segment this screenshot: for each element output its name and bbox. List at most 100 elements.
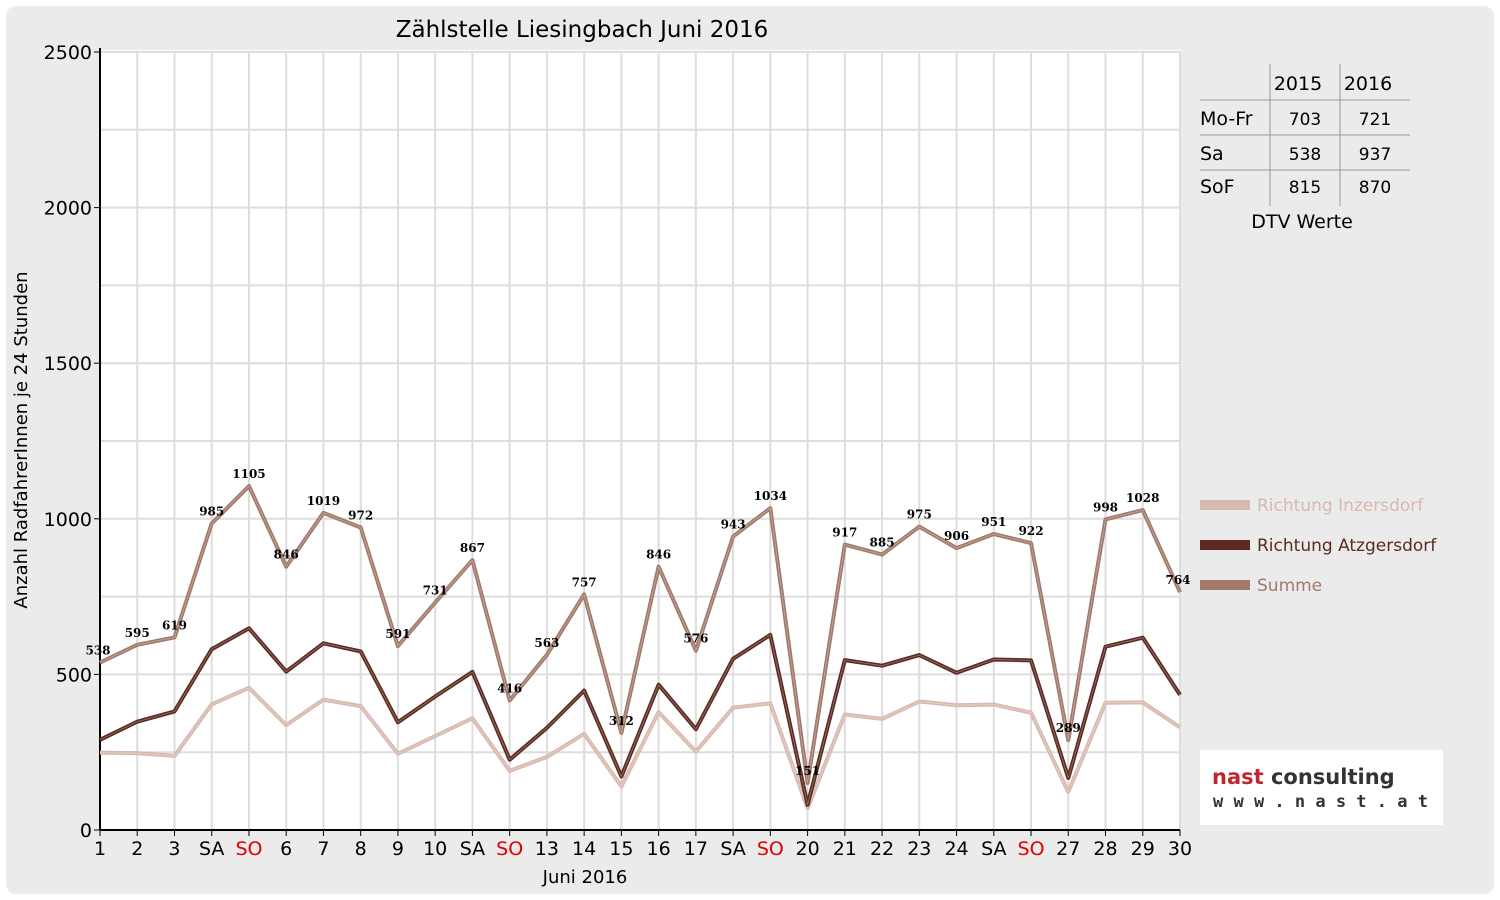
series-line [99,484,1182,785]
x-tick-label: SA [981,838,1006,860]
y-tick-labels: 0 500 1000 1500 2000 2500 [44,42,92,842]
table-cell: 870 [1359,178,1391,198]
x-tick-label: 27 [1056,838,1080,860]
legend-swatch [1200,500,1250,510]
table-cell: 721 [1359,110,1391,130]
table-caption: DTV Werte [1251,211,1353,233]
y-axis-label: Anzahl RadfahrerInnen je 24 Stunden [11,271,32,608]
table-row-label: SoF [1200,176,1235,198]
legend-label: Richtung Atzgersdorf [1257,536,1437,556]
table-cell: 538 [1289,145,1321,165]
y-tick-label: 1000 [44,509,92,531]
y-tick-label: 500 [56,664,92,686]
table-header-2015: 2015 [1274,73,1322,95]
data-label: 619 [162,618,187,632]
x-tick-label: 23 [907,838,931,860]
table-cell: 703 [1289,110,1321,130]
series-line [99,685,1182,811]
x-tick-label: SA [720,838,745,860]
x-tick-label: 15 [609,838,633,860]
x-tick-label: 30 [1168,838,1192,860]
data-label: 312 [609,714,634,728]
y-tick-label: 1500 [44,353,92,375]
logo-name-part2: consulting [1264,765,1395,789]
legend-swatch [1200,580,1250,590]
legend-label: Summe [1257,576,1322,596]
x-tick-label: SO [1018,838,1045,860]
data-label: 289 [1056,721,1081,735]
x-tick-label: 10 [423,838,447,860]
x-tick-label: 17 [684,838,708,860]
x-tick-label: 3 [168,838,180,860]
data-label: 906 [944,529,969,543]
data-label: 757 [572,575,597,589]
logo: nast consulting w w w . n a s t . a t [1200,750,1443,825]
data-label: 1105 [232,467,265,481]
table-row-label: Sa [1200,143,1224,165]
x-tick-label: SO [757,838,784,860]
data-label: 975 [907,508,932,522]
data-label: 151 [795,764,820,778]
data-label: 538 [85,644,110,658]
x-tick-label: 6 [280,838,292,860]
x-tick-label: SO [496,838,523,860]
x-tick-label: 16 [647,838,671,860]
x-tick-label: SA [460,838,485,860]
table-header-2016: 2016 [1344,73,1392,95]
y-tick-label: 2000 [44,198,92,220]
data-label: 595 [125,626,150,640]
x-tick-label: 8 [355,838,367,860]
data-label: 951 [981,515,1006,529]
table-cell: 815 [1289,178,1321,198]
x-tick-label: 28 [1093,838,1117,860]
axes [94,48,1181,836]
logo-name: nast consulting [1212,765,1395,789]
x-tick-label: 21 [833,838,857,860]
data-label: 846 [646,548,671,562]
legend-swatch [1200,540,1250,550]
data-label: 731 [423,584,448,598]
grid-lines [99,51,1181,831]
table-row-label: Mo-Fr [1200,108,1253,130]
data-label: 922 [1019,524,1044,538]
data-label: 1034 [754,489,787,503]
x-tick-labels: 1 2 3 SA SO 6 7 8 9 10 SA SO 13 14 15 16 17 SA SO 20 21 22 23 2… [94,838,1192,860]
data-label: 972 [348,509,373,523]
chart-title: Zählstelle Liesingbach Juni 2016 [396,17,769,43]
x-tick-label: 13 [535,838,559,860]
x-tick-label: 22 [870,838,894,860]
table-cell: 937 [1359,145,1391,165]
x-axis-label: Juni 2016 [542,867,628,888]
data-label: 1028 [1126,491,1159,505]
x-tick-label: 9 [392,838,404,860]
legend-label: Richtung Inzersdorf [1257,496,1424,516]
data-labels: 538 595 619 985 1105 846 1019 972 591 731 867 416 56… [85,467,1190,778]
data-label: 885 [870,536,895,550]
y-tick-label: 0 [80,820,92,842]
x-tick-label: 7 [317,838,329,860]
data-label: 764 [1165,573,1190,587]
logo-name-part1: nast [1212,765,1264,789]
logo-background [1200,750,1443,825]
data-label: 985 [199,504,224,518]
x-tick-label: 20 [795,838,819,860]
x-tick-label: 2 [131,838,143,860]
data-label: 1019 [307,494,340,508]
series-line-highlight [99,485,1181,784]
x-tick-label: 1 [94,838,106,860]
data-label: 867 [460,541,485,555]
x-tick-label: 24 [944,838,968,860]
x-tick-label: SA [199,838,224,860]
series-line-highlight [99,627,1181,806]
data-label: 591 [385,627,410,641]
x-tick-label: SO [235,838,262,860]
x-tick-label: 14 [572,838,596,860]
data-label: 943 [721,518,746,532]
data-label: 563 [534,636,559,650]
logo-url: w w w . n a s t . a t [1213,792,1428,812]
data-label: 998 [1093,500,1118,514]
x-tick-label: 29 [1131,838,1155,860]
y-tick-label: 2500 [44,42,92,64]
series-line-highlight [99,687,1181,809]
